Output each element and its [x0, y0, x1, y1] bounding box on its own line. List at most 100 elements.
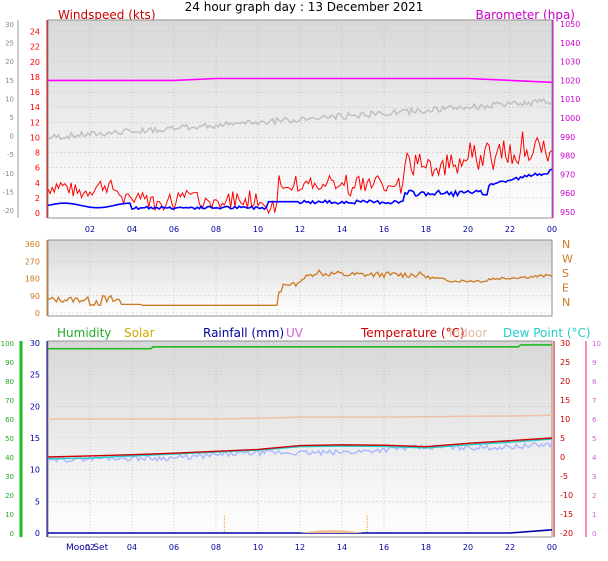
humidity-axis-tick: 30 — [5, 473, 14, 481]
temperature-axis-tick: 20 — [560, 377, 570, 386]
x-tick-label: 08 — [211, 225, 221, 234]
x-tick-label: 16 — [379, 543, 389, 552]
temperature-axis-tick: 10 — [560, 415, 570, 424]
legend-temperature: Temperature (°C) — [361, 326, 465, 340]
outer-axis-tick: 15 — [5, 77, 14, 85]
legend-solar: Solar — [124, 326, 155, 340]
x-tick-label: 22 — [505, 543, 515, 552]
outer-axis-tick: 10 — [5, 95, 14, 103]
wind-axis-tick: 20 — [30, 58, 40, 67]
x-tick-label: 10 — [253, 543, 263, 552]
wind-axis-tick: 0 — [35, 209, 40, 218]
direction-axis-tick: 360 — [25, 240, 40, 249]
rain-axis-tick: 25 — [30, 371, 40, 380]
x-tick-label: 14 — [337, 543, 347, 552]
indoor-line — [48, 414, 553, 420]
barometer-axis-tick: 1010 — [560, 95, 580, 104]
rain-axis-tick: 0 — [35, 529, 40, 538]
temperature-axis-tick: 5 — [560, 434, 565, 443]
x-tick-label: 04 — [127, 543, 137, 552]
x-tick-label: 06 — [169, 225, 179, 234]
compass-label: E — [562, 282, 569, 295]
solar-area — [300, 530, 363, 533]
x-tick-label: 04 — [127, 225, 137, 234]
wind-axis-tick: 22 — [30, 43, 40, 52]
barometer-axis-tick: 950 — [560, 208, 575, 217]
x-tick-label: 08 — [211, 543, 221, 552]
wind-axis-tick: 2 — [35, 194, 40, 203]
compass-label: W — [562, 253, 573, 266]
outer-axis-tick: 0 — [10, 133, 14, 141]
barometer-label: Barometer (hpa) — [475, 8, 575, 22]
direction-axis-tick: 0 — [35, 309, 40, 318]
humidity-axis-tick: 0 — [10, 530, 14, 538]
outer-axis-tick: -20 — [3, 207, 14, 215]
temperature-axis-tick: 25 — [560, 358, 570, 367]
x-tick-label: 02 — [85, 225, 95, 234]
barometer-axis-tick: 1040 — [560, 39, 580, 48]
uv-axis-tick: 6 — [592, 416, 597, 424]
wind-axis-tick: 4 — [35, 179, 40, 188]
wind-axis-tick: 8 — [35, 149, 40, 158]
x-tick-label: 22 — [505, 225, 515, 234]
windspeed-label: Windspeed (kts) — [58, 8, 156, 22]
outer-axis-tick: -5 — [7, 151, 14, 159]
uv-axis-tick: 7 — [592, 397, 596, 405]
outer-axis-tick: -15 — [3, 188, 14, 196]
rain-axis-tick: 10 — [30, 466, 40, 475]
legend-dewpoint: Dew Point (°C) — [503, 326, 591, 340]
uv-axis-tick: 9 — [592, 359, 596, 367]
legend-humidity: Humidity — [57, 326, 112, 340]
barometer-axis-tick: 970 — [560, 170, 575, 179]
x-tick-label: 18 — [421, 543, 431, 552]
barometer-line — [48, 77, 553, 84]
rain-axis-tick: 5 — [35, 497, 40, 506]
humidity-axis-tick: 50 — [5, 435, 14, 443]
x-tick-label: 20 — [463, 225, 473, 234]
wind-average-line — [47, 168, 553, 211]
compass-label: N — [562, 238, 570, 251]
uv-axis-tick: 3 — [592, 473, 596, 481]
uv-axis-tick: 10 — [592, 340, 601, 348]
x-tick-label: 12 — [295, 225, 305, 234]
temperature-axis-tick: -15 — [560, 510, 573, 519]
x-tick-label: 02 — [85, 543, 95, 552]
direction-axis-tick: 90 — [30, 292, 40, 301]
outer-axis-tick: 20 — [5, 58, 14, 66]
humidity-line — [48, 344, 552, 350]
direction-axis-tick: 180 — [25, 275, 40, 284]
x-tick-label: 06 — [169, 543, 179, 552]
barometer-axis-tick: 1020 — [560, 76, 580, 85]
barometer-axis-tick: 980 — [560, 152, 575, 161]
compass-label: S — [562, 267, 569, 280]
wind-axis-tick: 18 — [30, 73, 40, 82]
x-tick-label: 00 — [547, 543, 557, 552]
moon-set-note: Moon Set — [66, 543, 109, 553]
humidity-axis-tick: 10 — [5, 511, 14, 519]
barometer-axis-tick: 1000 — [560, 114, 580, 123]
temperature-axis-tick: -10 — [560, 491, 573, 500]
dewpoint-band-line — [47, 441, 553, 463]
x-tick-label: 18 — [421, 225, 431, 234]
wind-direction-line — [47, 269, 553, 307]
barometer-axis-tick: 990 — [560, 133, 575, 142]
x-tick-label: 10 — [253, 225, 263, 234]
wind-axis-tick: 10 — [30, 133, 40, 142]
x-tick-label: 20 — [463, 543, 473, 552]
temperature-axis-tick: -20 — [560, 529, 573, 538]
uv-axis-tick: 5 — [592, 435, 596, 443]
wind-gust-line — [47, 131, 553, 215]
legend-rainfall: Rainfall (mm) — [203, 326, 285, 340]
barometer-axis-tick: 1050 — [560, 20, 580, 29]
outdoor-temp-line — [47, 97, 553, 141]
humidity-axis-tick: 100 — [1, 340, 14, 348]
humidity-axis-tick: 70 — [5, 397, 14, 405]
humidity-axis-tick: 60 — [5, 416, 14, 424]
compass-label: N — [562, 296, 570, 309]
rain-axis-tick: 30 — [30, 339, 40, 348]
outer-axis-tick: 30 — [5, 21, 14, 29]
outer-axis-tick: 5 — [10, 114, 14, 122]
wind-axis-tick: 14 — [30, 103, 40, 112]
